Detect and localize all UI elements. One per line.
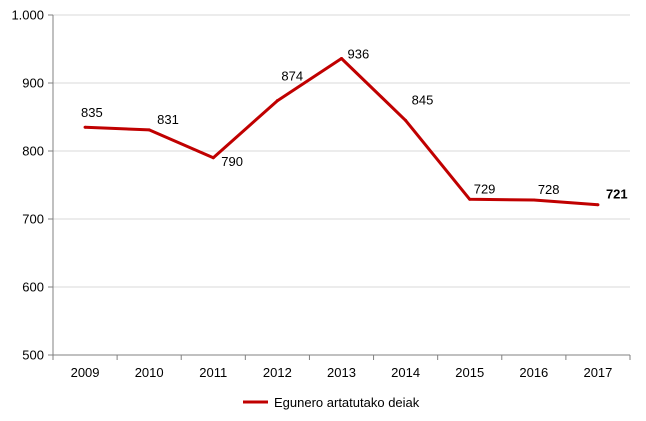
data-labels: 835 831 790 874 936 845 729 728 721 [81,47,628,202]
x-tick-label: 2015 [455,365,484,380]
data-label: 835 [81,105,103,120]
data-label: 845 [412,92,434,107]
x-tick-label: 2011 [199,365,227,380]
y-tick-label: 900 [22,76,44,91]
data-point [275,99,279,103]
y-tick-label: 500 [22,348,44,363]
data-label: 936 [348,47,370,62]
y-tick-label: 600 [22,280,44,295]
x-axis-ticks: 2009 2010 2011 2012 2013 2014 2015 2016 2017 [52,355,631,380]
x-tick-label: 2016 [519,365,548,380]
x-tick-label: 2009 [71,365,100,380]
data-point [340,57,343,61]
data-point [211,156,215,160]
data-label: 728 [538,182,560,197]
data-label: 721 [606,187,628,202]
data-point [404,118,408,122]
data-point [532,198,536,202]
y-tick-label: 1.000 [11,8,44,23]
y-tick-label: 800 [22,144,44,159]
gridlines [53,14,630,288]
y-axis-ticks: 500 600 700 800 900 1.000 [11,8,53,363]
x-tick-label: 2014 [391,365,420,380]
data-label: 729 [474,181,496,196]
data-label: 874 [281,69,303,84]
data-point [468,197,472,201]
data-point [147,128,151,132]
series-line [85,57,599,207]
x-tick-label: 2010 [135,365,164,380]
legend-label: Egunero artatutako deiak [274,395,420,410]
legend: Egunero artatutako deiak [243,395,420,410]
data-label: 831 [157,112,179,127]
x-tick-label: 2013 [327,365,356,380]
x-tick-label: 2017 [583,365,612,380]
y-tick-label: 700 [22,212,44,227]
data-point [596,203,600,207]
x-tick-label: 2012 [263,365,292,380]
series-group [83,57,600,207]
data-point [83,125,87,129]
axes [52,15,630,356]
data-label: 790 [221,154,243,169]
